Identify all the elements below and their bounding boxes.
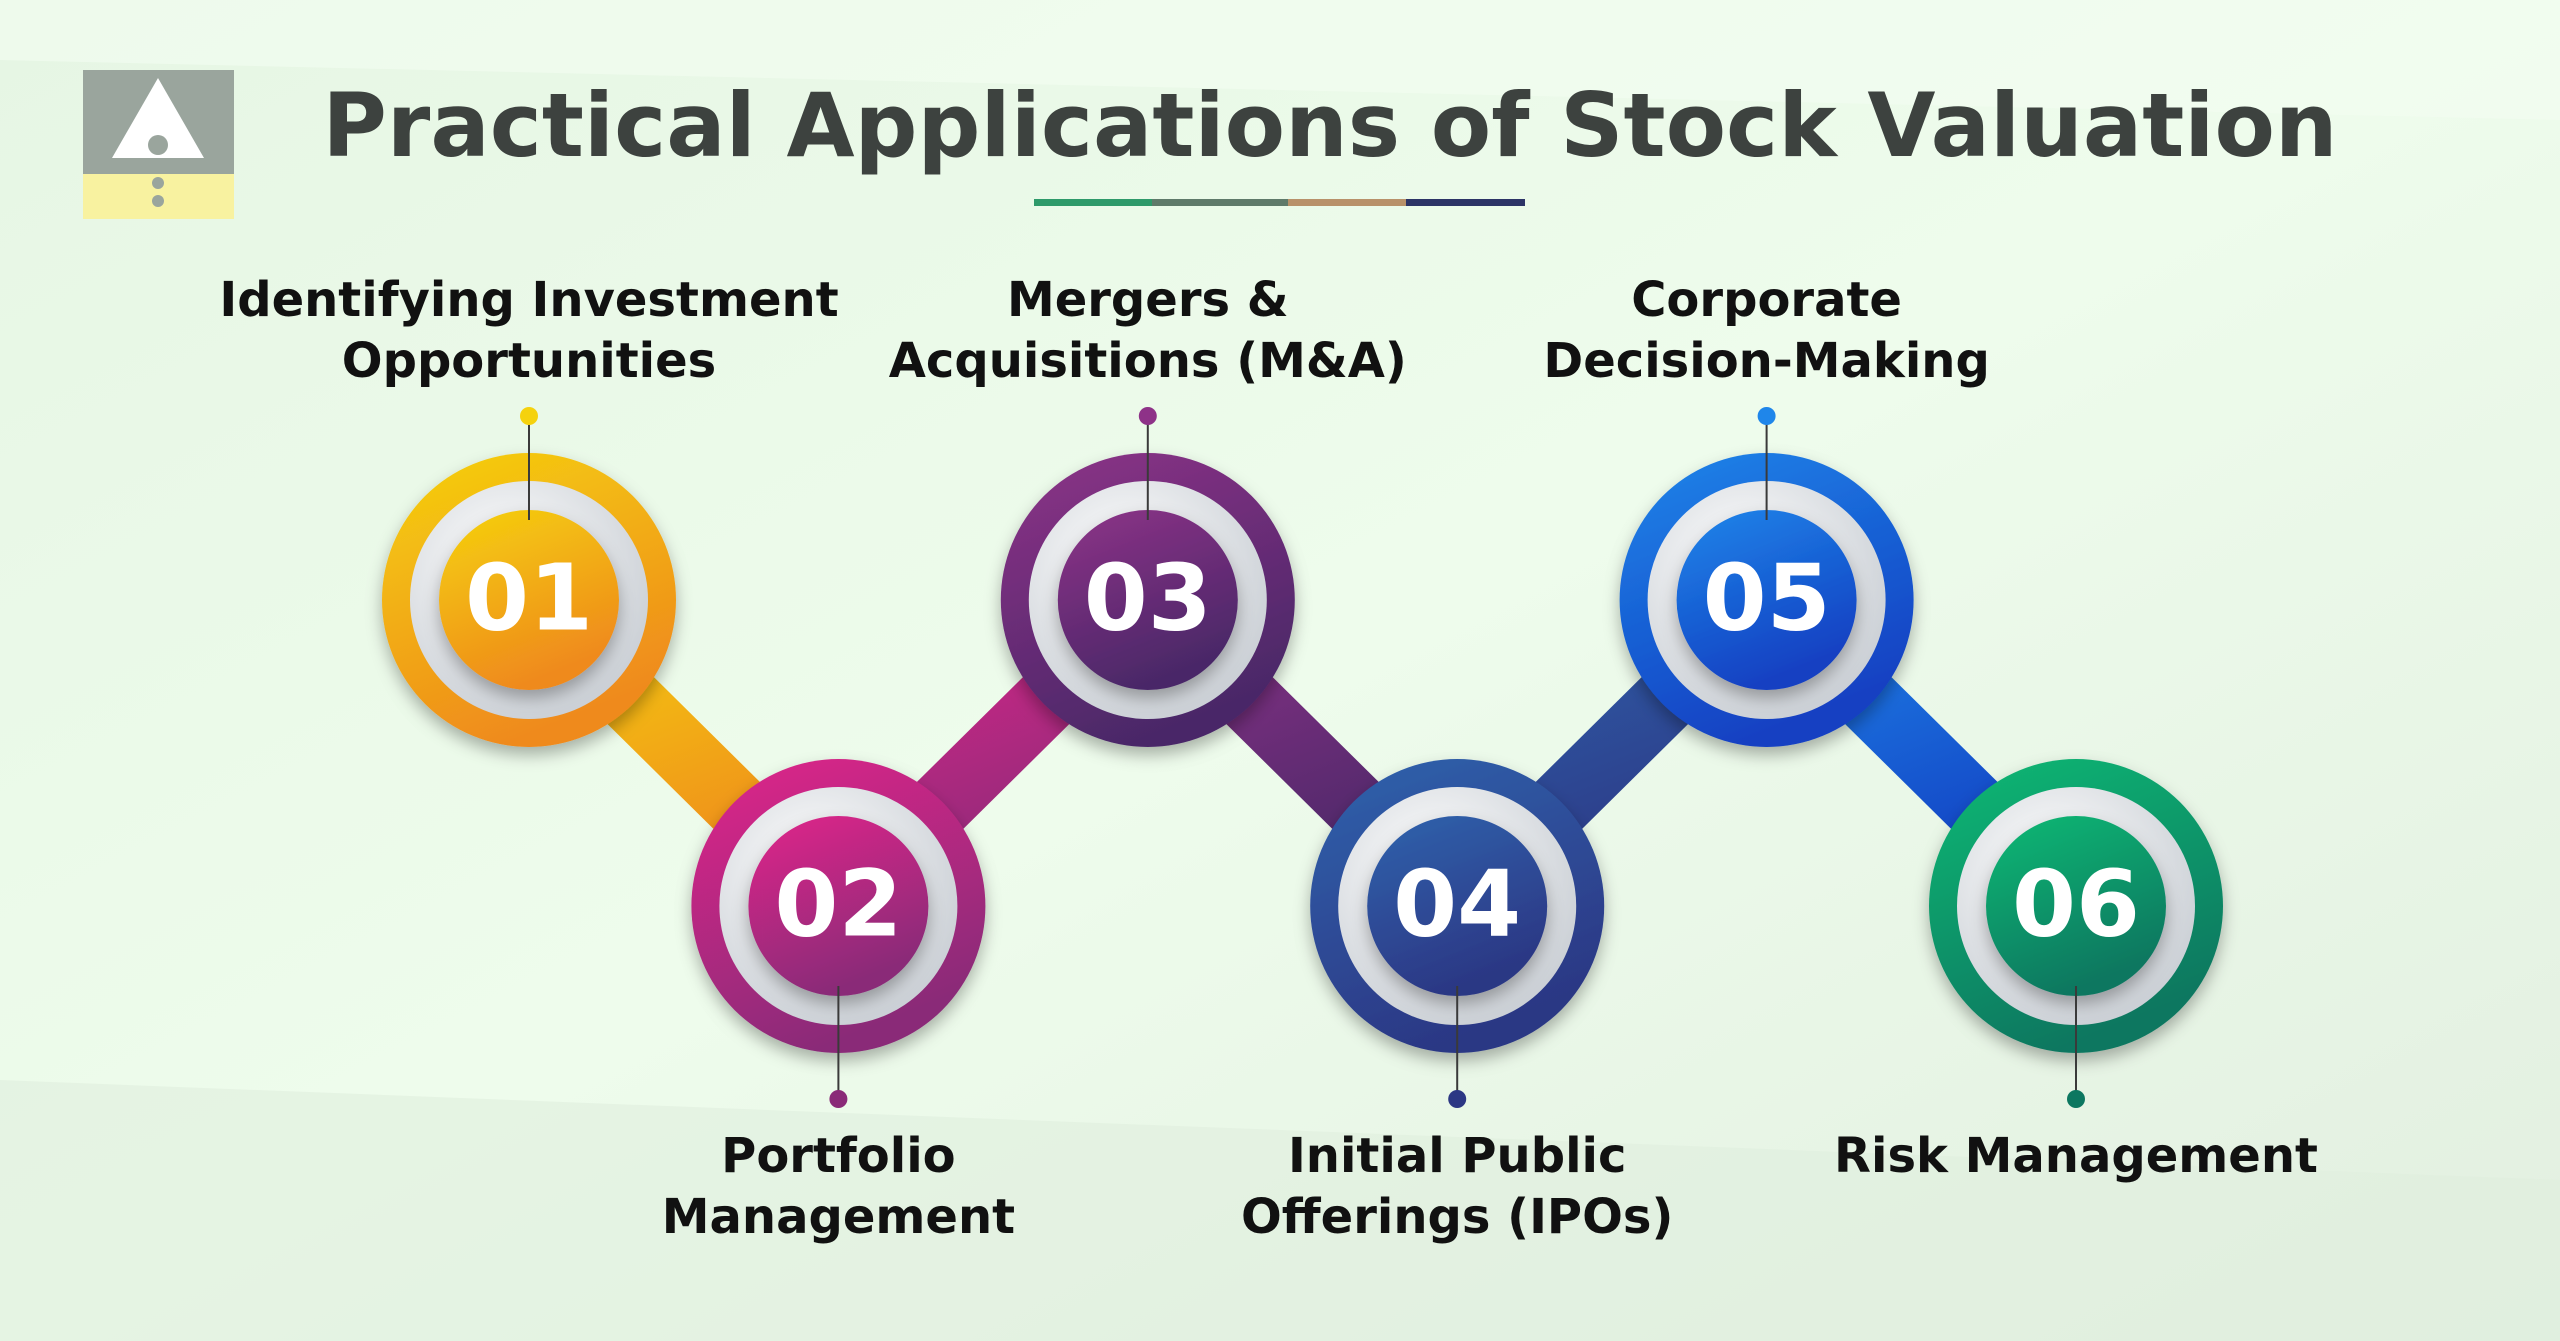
underline-segment	[1152, 199, 1288, 206]
step-label: Initial Public	[1288, 1128, 1627, 1184]
step-core	[1367, 816, 1548, 996]
logo-dot	[152, 195, 164, 207]
step-core	[1057, 510, 1238, 690]
step-label: Acquisitions (M&A)	[889, 333, 1407, 389]
background-shape	[0, 0, 2560, 120]
logo-dot	[152, 177, 164, 189]
underline-segment	[1406, 199, 1525, 206]
step-number: 02	[774, 850, 902, 957]
logo-dot	[148, 135, 168, 155]
step: 06 Risk Management	[1834, 759, 2318, 1184]
step-label: Management	[662, 1189, 1015, 1245]
step-label: Identifying Investment	[219, 272, 838, 328]
step-core	[439, 510, 619, 690]
step-core	[748, 816, 929, 996]
pin-dot	[1448, 1090, 1467, 1108]
step-label: Risk Management	[1834, 1128, 2318, 1184]
underline-segment	[1034, 199, 1152, 206]
step-label: Mergers &	[1007, 272, 1289, 328]
step-label: Decision-Making	[1543, 333, 1989, 389]
title-underline	[1034, 199, 1525, 206]
step-label: Opportunities	[342, 333, 716, 389]
step-number: 05	[1703, 544, 1831, 651]
pin-dot	[1138, 407, 1157, 425]
step-number: 01	[465, 544, 593, 651]
underline-segment	[1288, 199, 1406, 206]
pin-dot	[2067, 1090, 2085, 1108]
step-label: Offerings (IPOs)	[1241, 1189, 1673, 1245]
title: Practical Applications of Stock Valuatio…	[322, 74, 2337, 177]
logo	[83, 70, 234, 219]
step-core	[1676, 510, 1857, 690]
step-number: 03	[1084, 544, 1212, 651]
background-shape	[0, 1080, 2560, 1341]
pin-dot	[1757, 407, 1776, 425]
step-label: Corporate	[1631, 272, 1902, 328]
pin-dot	[829, 1090, 848, 1108]
step-number: 06	[2012, 850, 2140, 957]
pin-dot	[520, 407, 538, 425]
logo-triangle	[112, 78, 204, 158]
step-label: Portfolio	[721, 1128, 956, 1184]
step: 03 Mergers &Acquisitions (M&A)	[889, 272, 1407, 747]
step-number: 04	[1393, 850, 1521, 957]
step-core	[1986, 816, 2166, 996]
